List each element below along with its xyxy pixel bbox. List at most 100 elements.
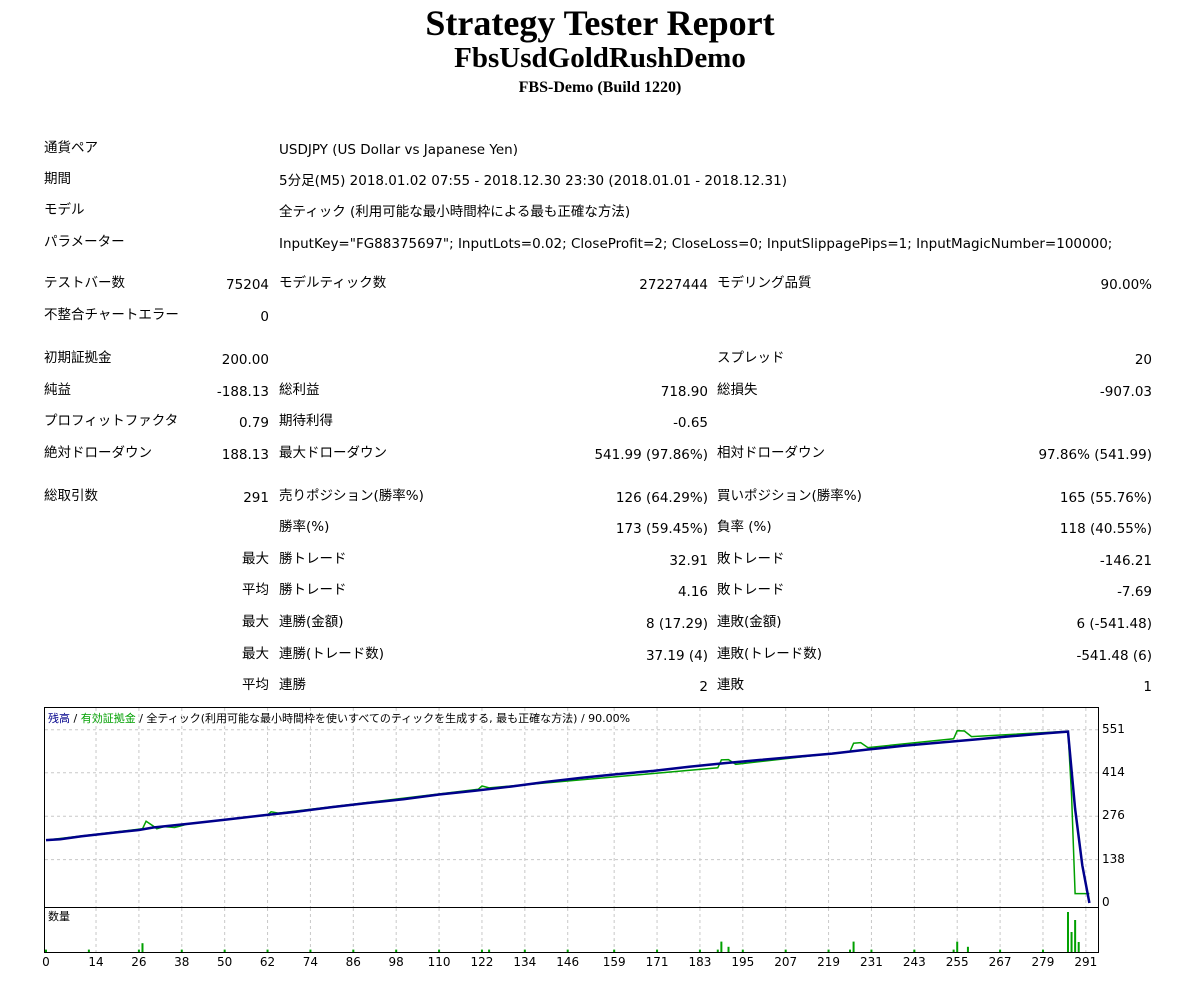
max-cons-losses-label: 連敗(金額) — [717, 614, 782, 630]
params-label: パラメーター — [44, 234, 125, 250]
volume-bar — [952, 949, 955, 952]
volume-bar — [966, 946, 969, 952]
x-tick-label: 291 — [1074, 955, 1098, 969]
bars-label: テストバー数 — [44, 275, 125, 291]
y-tick-label: 0 — [1102, 895, 1110, 909]
volume-bar — [266, 949, 269, 952]
volume-bar — [395, 949, 398, 952]
volume-bar — [488, 949, 491, 952]
legend-quality: 90.00% — [588, 712, 630, 725]
volume-bar — [913, 949, 916, 952]
x-tick-label: 219 — [817, 955, 841, 969]
max-cons-wins-value: 8 (17.29) — [645, 616, 708, 632]
quality-value: 90.00% — [1100, 277, 1152, 293]
largest-loss-value: -146.21 — [1099, 553, 1152, 569]
max-drawdown-label: 最大ドローダウン — [279, 445, 387, 461]
volume-bar — [180, 949, 183, 952]
volume-bar — [852, 941, 855, 952]
volume-bar — [480, 949, 483, 952]
x-tick-label: 86 — [345, 955, 361, 969]
max-cons-loss-label: 連敗(トレード数) — [717, 646, 823, 662]
volume-label: 数量 — [48, 910, 70, 923]
max-label-3: 最大 — [242, 646, 269, 662]
volume-bars — [45, 912, 1080, 952]
max-cons-losses-value: 6 (-541.48) — [1076, 616, 1152, 632]
profit-factor-label: プロフィットファクタ — [44, 413, 179, 429]
legend-model: 全ティック(利用可能な最小時間枠を使いすべてのティックを生成する, 最も正確な方… — [146, 711, 577, 725]
volume-bar — [1066, 912, 1069, 952]
ticks-label: モデルティック数 — [279, 275, 387, 291]
chart-frame — [44, 707, 1099, 911]
avg-cons-losses-label: 連敗 — [717, 677, 744, 693]
avg-label-2: 平均 — [242, 677, 269, 693]
x-tick-label: 279 — [1031, 955, 1055, 969]
volume-bar — [698, 949, 701, 952]
x-tick-label: 195 — [731, 955, 755, 969]
max-drawdown-value: 541.99 (97.86%) — [594, 447, 708, 463]
volume-bar — [309, 949, 312, 952]
errors-label: 不整合チャートエラー — [44, 307, 179, 323]
win-rate-value: 173 (59.45%) — [615, 521, 708, 537]
volume-chart: 数量 — [44, 907, 1099, 953]
x-tick-label: 207 — [774, 955, 798, 969]
volume-bar — [741, 949, 744, 952]
x-tick-label: 98 — [388, 955, 404, 969]
abs-drawdown-value: 188.13 — [221, 447, 269, 463]
volume-bar — [784, 949, 787, 952]
volume-bar — [1074, 920, 1077, 952]
max-cons-loss-value: -541.48 (6) — [1076, 648, 1152, 664]
avg-loss-value: -7.69 — [1117, 584, 1152, 600]
symbol-value: USDJPY (US Dollar vs Japanese Yen) — [279, 142, 518, 158]
gross-loss-label: 総損失 — [717, 382, 758, 398]
volume-bar — [45, 949, 47, 952]
volume-bar — [1077, 942, 1080, 952]
x-tick-label: 255 — [945, 955, 969, 969]
volume-bar — [141, 943, 144, 952]
avg-loss-label: 敗トレード — [717, 582, 785, 598]
spread-label: スプレッド — [717, 350, 785, 366]
expected-payoff-label: 期待利得 — [279, 413, 333, 429]
volume-bar — [523, 949, 526, 952]
long-positions-label: 買いポジション(勝率%) — [717, 488, 862, 504]
gross-profit-label: 総利益 — [279, 382, 320, 398]
gross-profit-value: 718.90 — [660, 384, 708, 400]
rel-drawdown-label: 相対ドローダウン — [717, 445, 825, 461]
x-tick-label: 267 — [988, 955, 1012, 969]
x-tick-label: 134 — [513, 955, 537, 969]
x-tick-label: 110 — [427, 955, 451, 969]
quality-label: モデリング品質 — [717, 275, 812, 291]
volume-bar — [438, 949, 441, 952]
net-value: -188.13 — [216, 384, 269, 400]
short-positions-value: 126 (64.29%) — [615, 490, 708, 506]
largest-profit-label: 勝トレード — [279, 551, 347, 567]
volume-bar — [956, 941, 959, 952]
x-tick-label: 171 — [645, 955, 669, 969]
loss-rate-value: 118 (40.55%) — [1059, 521, 1152, 537]
gross-loss-value: -907.03 — [1099, 384, 1152, 400]
x-tick-label: 38 — [174, 955, 190, 969]
volume-frame — [44, 907, 1099, 953]
params-value: InputKey="FG88375697"; InputLots=0.02; C… — [279, 236, 1113, 252]
chart-grid — [45, 708, 1098, 910]
volume-bar — [827, 949, 830, 952]
total-trades-value: 291 — [243, 490, 269, 506]
x-tick-label: 243 — [902, 955, 926, 969]
volume-bar — [566, 949, 569, 952]
max-label-2: 最大 — [242, 614, 269, 630]
short-positions-label: 売りポジション(勝率%) — [279, 488, 424, 504]
deposit-value: 200.00 — [221, 352, 269, 368]
volume-grid — [95, 908, 1087, 952]
x-tick-label: 122 — [470, 955, 494, 969]
balance-line — [45, 730, 1091, 904]
x-tick-label: 62 — [259, 955, 276, 969]
x-tick-label: 146 — [556, 955, 580, 969]
period-value: 5分足(M5) 2018.01.02 07:55 - 2018.12.30 23… — [279, 173, 787, 189]
x-tick-label: 183 — [688, 955, 712, 969]
x-tick-label: 74 — [302, 955, 319, 969]
model-label: モデル — [44, 202, 85, 218]
volume-bar — [999, 949, 1002, 952]
total-trades-label: 総取引数 — [44, 488, 98, 504]
max-cons-profit-value: 37.19 (4) — [645, 648, 708, 664]
x-tick-label: 50 — [217, 955, 233, 969]
rel-drawdown-value: 97.86% (541.99) — [1038, 447, 1152, 463]
